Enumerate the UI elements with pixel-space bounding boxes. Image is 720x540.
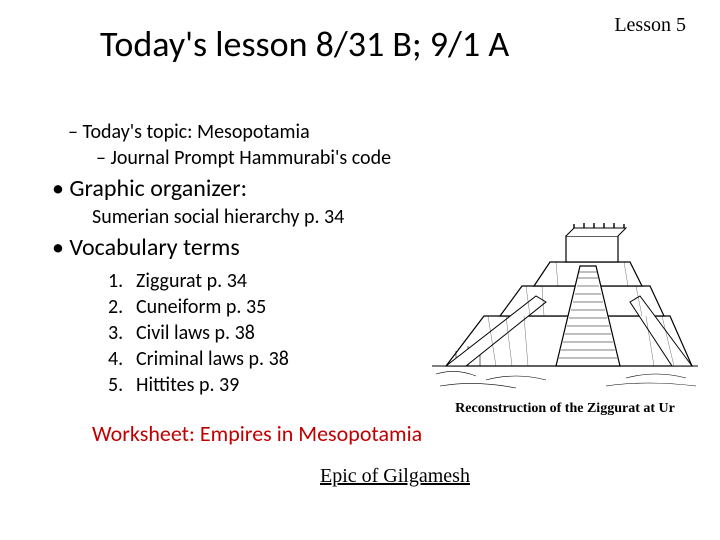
vocab-term: Hittites p. 39 xyxy=(136,373,239,397)
lesson-number: Lesson 5 xyxy=(614,14,686,37)
journal-prompt-line: – Journal Prompt Hammurabi's code xyxy=(96,146,680,170)
ziggurat-icon xyxy=(426,196,704,394)
vocab-term: Cuneiform p. 35 xyxy=(136,295,266,319)
worksheet-line: Worksheet: Empires in Mesopotamia xyxy=(92,420,680,447)
epic-link[interactable]: Epic of Gilgamesh xyxy=(320,465,680,488)
page-title: Today's lesson 8/31 B; 9/1 A xyxy=(100,22,509,66)
vocab-term: Ziggurat p. 34 xyxy=(136,269,247,293)
vocab-term: Civil laws p. 38 xyxy=(136,321,255,345)
ziggurat-image-area: Reconstruction of the Ziggurat at Ur xyxy=(424,196,706,417)
topic-line: – Today's topic: Mesopotamia xyxy=(68,120,680,144)
ziggurat-caption: Reconstruction of the Ziggurat at Ur xyxy=(424,401,706,417)
vocab-term: Criminal laws p. 38 xyxy=(136,347,289,371)
